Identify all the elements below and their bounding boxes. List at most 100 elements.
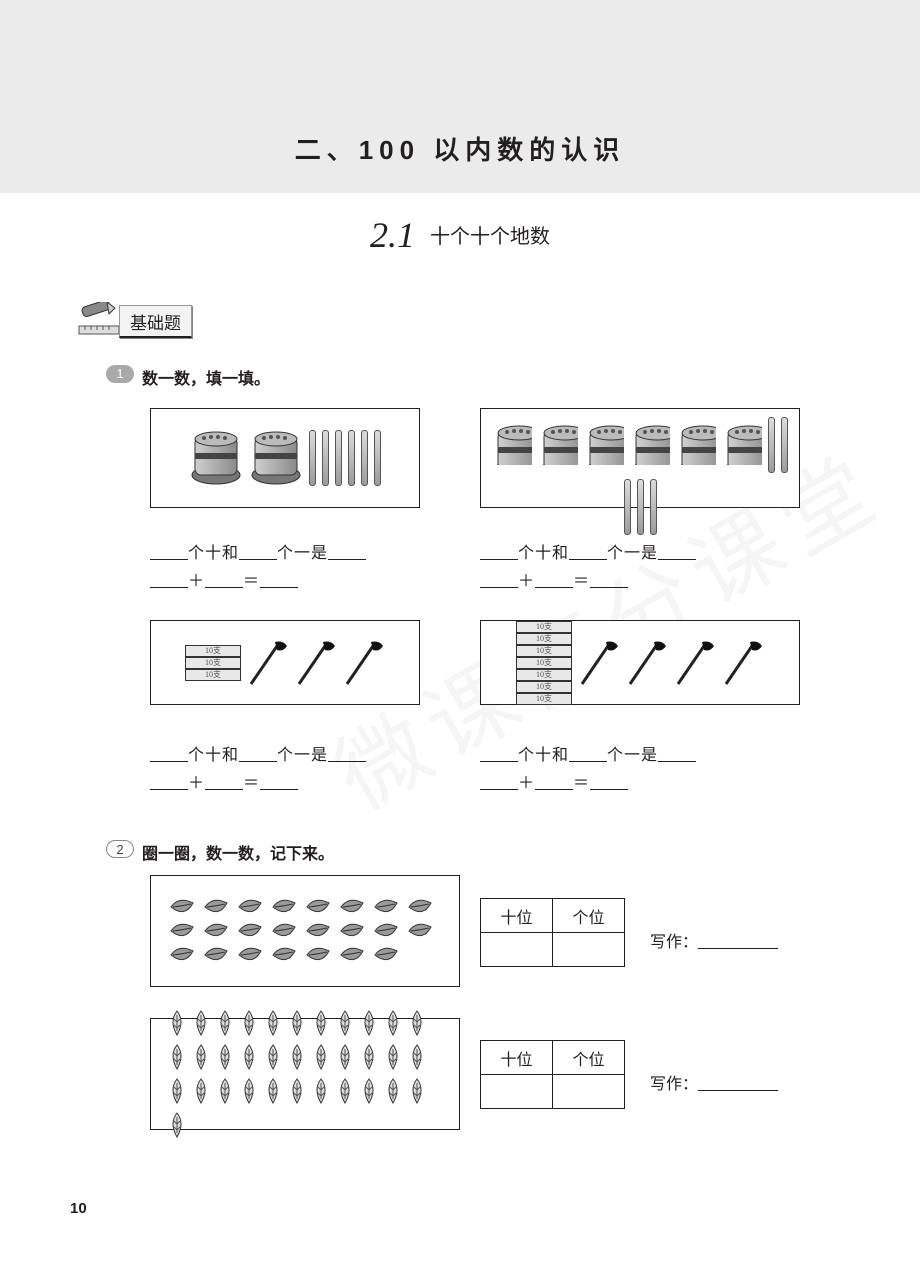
q2-seed-write: 写作：	[650, 1070, 778, 1094]
blank[interactable]	[260, 574, 298, 588]
stick-icon	[361, 430, 368, 486]
blank[interactable]	[590, 776, 628, 790]
bundle-icon	[538, 425, 578, 465]
seed-icon	[361, 1043, 377, 1071]
bundle-icon	[722, 425, 762, 465]
seed-icon	[241, 1043, 257, 1071]
q2-leaf-table: 十位个位	[480, 898, 625, 967]
seed-icon	[169, 1111, 185, 1139]
seed-icon	[217, 1009, 233, 1037]
seed-icon	[169, 1009, 185, 1037]
ones-cell[interactable]	[553, 1075, 625, 1109]
leaf-icon	[237, 946, 263, 964]
section-number: 2.1	[370, 215, 415, 255]
seed-icon	[217, 1077, 233, 1105]
stick-icon	[322, 430, 329, 486]
blank[interactable]	[239, 546, 277, 560]
seed-icon	[169, 1043, 185, 1071]
blank[interactable]	[150, 546, 188, 560]
blank[interactable]	[480, 574, 518, 588]
seed-icon	[265, 1077, 281, 1105]
blank[interactable]	[535, 574, 573, 588]
blank[interactable]	[328, 546, 366, 560]
blank[interactable]	[658, 546, 696, 560]
question-1-row: 1 数一数，填一填。	[106, 365, 270, 389]
bundle-icon	[189, 431, 243, 485]
seed-icon	[409, 1043, 425, 1071]
seed-icon	[169, 1077, 185, 1105]
tens-cell[interactable]	[481, 933, 553, 967]
stick-icon	[768, 417, 775, 473]
box-stack: 10支10支10支	[185, 645, 241, 681]
blank[interactable]	[658, 748, 696, 762]
q1-fill-b: 个十和个一是 ＋＝	[480, 540, 696, 596]
blank[interactable]	[569, 748, 607, 762]
bundle-icon	[492, 425, 532, 465]
blank[interactable]	[328, 748, 366, 762]
stick-icon	[335, 430, 342, 486]
blank[interactable]	[569, 546, 607, 560]
seed-icon	[337, 1077, 353, 1105]
ones-header: 个位	[553, 899, 625, 933]
blank[interactable]	[698, 935, 778, 949]
leaf-icon	[305, 946, 331, 964]
blank[interactable]	[205, 776, 243, 790]
seed-icon	[193, 1043, 209, 1071]
stick-icon	[309, 430, 316, 486]
seed-icon	[385, 1077, 401, 1105]
blank[interactable]	[150, 574, 188, 588]
blank[interactable]	[698, 1077, 778, 1091]
brush-icon	[578, 638, 620, 688]
q2-leaf-write: 写作：	[650, 928, 778, 952]
blank[interactable]	[260, 776, 298, 790]
leaf-icon	[271, 922, 297, 940]
brush-icon	[295, 638, 337, 688]
leaf-icon	[407, 898, 433, 916]
seed-icon	[409, 1009, 425, 1037]
stick-icon	[650, 479, 657, 535]
seed-icon	[265, 1009, 281, 1037]
stick-icon	[374, 430, 381, 486]
ones-cell[interactable]	[553, 933, 625, 967]
blank[interactable]	[480, 748, 518, 762]
seed-icon	[313, 1009, 329, 1037]
seed-icon	[193, 1077, 209, 1105]
seed-icon	[313, 1043, 329, 1071]
blank[interactable]	[535, 776, 573, 790]
leaf-icon	[339, 922, 365, 940]
ones-header: 个位	[553, 1041, 625, 1075]
box-stack: 10支10支10支10支10支10支10支	[516, 621, 572, 705]
blank[interactable]	[480, 546, 518, 560]
seed-icon	[409, 1077, 425, 1105]
q1-figure-d: 10支10支10支10支10支10支10支	[480, 620, 800, 705]
leaf-icon	[339, 946, 365, 964]
blank[interactable]	[239, 748, 277, 762]
page-number: 10	[70, 1200, 87, 1217]
leaf-icon	[373, 922, 399, 940]
blank[interactable]	[150, 748, 188, 762]
stick-icon	[348, 430, 355, 486]
leaf-icon	[169, 898, 195, 916]
q2-leaf-box	[150, 875, 460, 987]
leaf-icon	[237, 898, 263, 916]
leaf-icon	[203, 898, 229, 916]
q2-badge: 2	[106, 840, 134, 858]
tens-header: 十位	[481, 1041, 553, 1075]
tens-header: 十位	[481, 899, 553, 933]
seed-icon	[337, 1009, 353, 1037]
q1-badge: 1	[106, 365, 134, 383]
section-title: 2.1 十个十个地数	[0, 214, 920, 256]
blank[interactable]	[205, 574, 243, 588]
seed-icon	[385, 1009, 401, 1037]
leaf-icon	[373, 946, 399, 964]
seed-icon	[217, 1043, 233, 1071]
leaf-icon	[169, 922, 195, 940]
seed-icon	[385, 1043, 401, 1071]
blank[interactable]	[150, 776, 188, 790]
blank[interactable]	[480, 776, 518, 790]
tens-cell[interactable]	[481, 1075, 553, 1109]
seed-icon	[361, 1077, 377, 1105]
stick-icon	[624, 479, 631, 535]
brush-icon	[343, 638, 385, 688]
blank[interactable]	[590, 574, 628, 588]
